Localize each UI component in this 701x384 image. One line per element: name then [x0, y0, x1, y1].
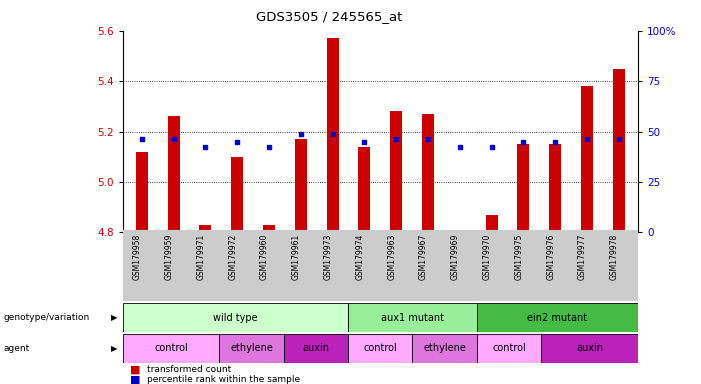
Text: ▶: ▶: [111, 344, 117, 353]
Bar: [284, 334, 348, 363]
Text: ■: ■: [130, 364, 140, 374]
Text: control: control: [363, 343, 397, 354]
Bar: [390, 111, 402, 232]
Bar: [486, 215, 498, 232]
Text: auxin: auxin: [576, 343, 603, 354]
Bar: [168, 116, 179, 232]
Text: GSM179969: GSM179969: [451, 234, 460, 280]
Bar: [422, 114, 434, 232]
Bar: [358, 147, 370, 232]
Bar: [348, 334, 412, 363]
Bar: [613, 68, 625, 232]
Bar: [348, 303, 477, 332]
Bar: [477, 303, 638, 332]
Text: auxin: auxin: [302, 343, 329, 354]
Bar: [412, 334, 477, 363]
Bar: [231, 157, 243, 232]
Text: GSM179972: GSM179972: [228, 234, 237, 280]
Text: GSM179978: GSM179978: [610, 234, 619, 280]
Bar: [263, 225, 275, 232]
Text: GSM179961: GSM179961: [292, 234, 301, 280]
Text: GSM179973: GSM179973: [324, 234, 332, 280]
Text: GSM179959: GSM179959: [165, 234, 174, 280]
Text: percentile rank within the sample: percentile rank within the sample: [147, 375, 300, 384]
Text: wild type: wild type: [213, 313, 258, 323]
Bar: [123, 303, 348, 332]
Bar: [549, 144, 562, 232]
Bar: [477, 334, 541, 363]
Text: GSM179960: GSM179960: [260, 234, 269, 280]
Text: ein2 mutant: ein2 mutant: [527, 313, 587, 323]
Bar: [517, 144, 529, 232]
Bar: [136, 152, 148, 232]
Text: transformed count: transformed count: [147, 365, 231, 374]
Bar: [541, 334, 638, 363]
Bar: [581, 86, 593, 232]
Text: GSM179975: GSM179975: [515, 234, 524, 280]
Bar: [199, 225, 212, 232]
Bar: [219, 334, 284, 363]
Text: ▶: ▶: [111, 313, 117, 322]
Bar: [327, 38, 339, 232]
Text: GSM179971: GSM179971: [196, 234, 205, 280]
Text: GSM179977: GSM179977: [578, 234, 587, 280]
Text: aux1 mutant: aux1 mutant: [381, 313, 444, 323]
Text: control: control: [492, 343, 526, 354]
Text: GDS3505 / 245565_at: GDS3505 / 245565_at: [257, 10, 402, 23]
Text: genotype/variation: genotype/variation: [4, 313, 90, 322]
Text: GSM179970: GSM179970: [482, 234, 491, 280]
Text: GSM179963: GSM179963: [387, 234, 396, 280]
Bar: [123, 334, 219, 363]
Text: ethylene: ethylene: [230, 343, 273, 354]
Text: GSM179976: GSM179976: [546, 234, 555, 280]
Bar: [294, 139, 307, 232]
Text: ethylene: ethylene: [423, 343, 466, 354]
Text: GSM179974: GSM179974: [355, 234, 365, 280]
Text: GSM179958: GSM179958: [132, 234, 142, 280]
Text: ■: ■: [130, 374, 140, 384]
Text: agent: agent: [4, 344, 29, 353]
Text: GSM179967: GSM179967: [419, 234, 428, 280]
Text: control: control: [154, 343, 188, 354]
